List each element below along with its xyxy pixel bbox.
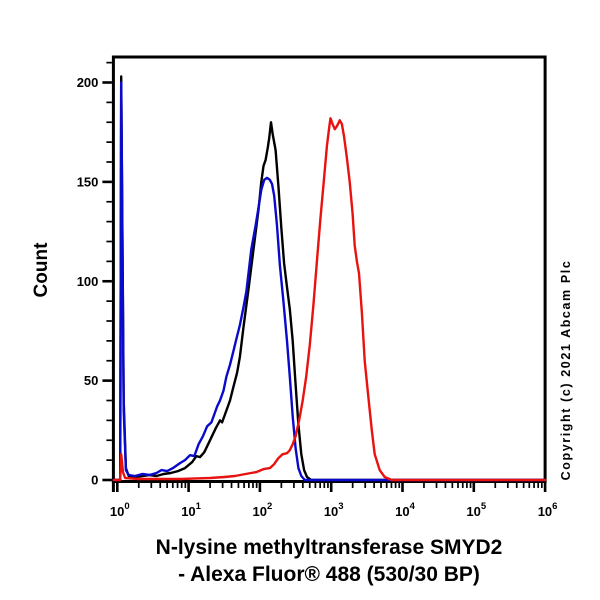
x-axis-tick-labels: 100 101 102 103 104 105 106: [110, 501, 558, 519]
x-tick-label: 105: [466, 501, 486, 519]
x-tick-label: 101: [181, 501, 201, 519]
plot-frame-group: [111, 55, 547, 492]
plot-frame: [111, 55, 547, 483]
x-tick-label: 104: [395, 501, 415, 519]
curve-black-control: [112, 75, 547, 482]
y-axis-ticks: [102, 61, 112, 482]
copyright-notice: Copyright (c) 2021 Abcam Plc: [559, 260, 573, 481]
x-axis-title-line-2: - Alexa Fluor® 488 (530/30 BP): [178, 563, 480, 586]
x-tick-label: 103: [324, 501, 344, 519]
y-tick-label: 200: [77, 75, 99, 90]
curve-blue-control: [112, 81, 547, 482]
x-axis-title-line-1: N-lysine methyltransferase SMYD2: [156, 536, 503, 559]
y-axis-tick-labels: 0 50 100 150 200: [77, 75, 99, 488]
y-tick-label: 150: [77, 174, 99, 189]
x-tick-label: 106: [538, 501, 558, 519]
y-tick-label: 50: [84, 373, 98, 388]
y-axis-title: Count: [31, 242, 52, 298]
x-tick-label: 100: [110, 501, 130, 519]
x-tick-label: 102: [253, 501, 273, 519]
x-axis-ticks: [116, 483, 547, 492]
histogram-curves: [112, 75, 547, 482]
y-tick-label: 100: [77, 274, 99, 289]
y-tick-label: 0: [91, 473, 98, 488]
curve-red-sample: [112, 117, 547, 482]
